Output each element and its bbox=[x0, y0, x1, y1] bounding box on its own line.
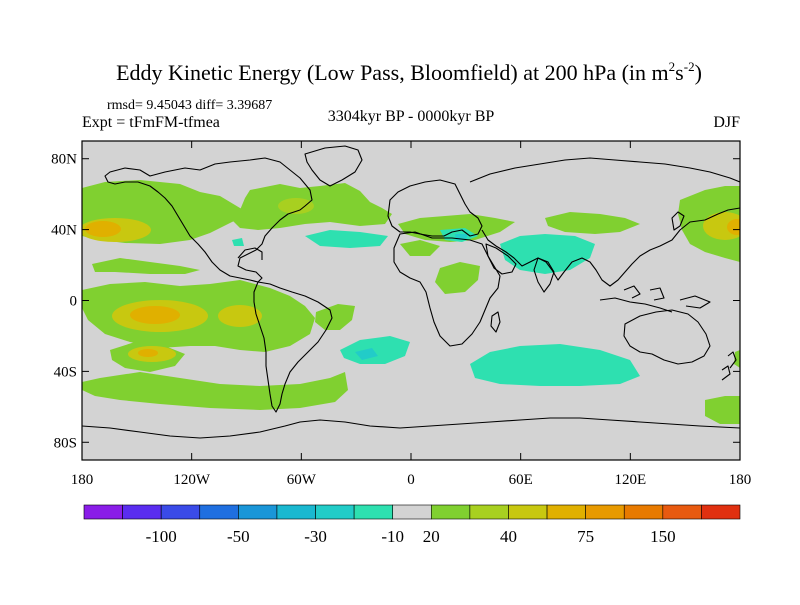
lon-tick-label: 180 bbox=[71, 472, 94, 488]
colorbar-label: -10 bbox=[381, 527, 404, 546]
anomaly-region bbox=[435, 262, 480, 294]
coastline-new-zealand bbox=[721, 351, 737, 381]
coastline-madagascar bbox=[490, 311, 501, 333]
anomaly-core bbox=[278, 198, 314, 214]
anomaly-fields bbox=[82, 145, 740, 439]
colorbar-label: -50 bbox=[227, 527, 250, 546]
coastline-asia bbox=[469, 157, 740, 287]
anomaly-core bbox=[85, 221, 121, 237]
coastline-japan bbox=[671, 211, 685, 231]
colorbar-swatch bbox=[508, 504, 548, 520]
coastline-africa bbox=[393, 231, 501, 347]
lon-tick-label: 180 bbox=[729, 472, 752, 488]
season-label: DJF bbox=[713, 114, 740, 131]
lon-tick-label: 60W bbox=[287, 472, 317, 488]
anomaly-region bbox=[315, 304, 355, 330]
colorbar-swatch bbox=[546, 504, 586, 520]
colorbar-label: 40 bbox=[500, 527, 517, 546]
colorbar-swatch bbox=[199, 504, 239, 520]
colorbar-swatch bbox=[83, 504, 123, 520]
lon-tick-label: 60E bbox=[509, 472, 533, 488]
colorbar-swatch bbox=[238, 504, 278, 520]
colorbar-label: -30 bbox=[304, 527, 327, 546]
lon-tick-label: 120W bbox=[173, 472, 211, 488]
anomaly-region bbox=[82, 372, 348, 410]
coastline-greenland bbox=[304, 145, 363, 187]
anomaly-region bbox=[92, 258, 200, 274]
colorbar-swatch bbox=[701, 504, 741, 520]
anomaly-region bbox=[705, 396, 740, 424]
stats-text: rmsd= 9.45043 diff= 3.39687 bbox=[107, 98, 272, 113]
anomaly-region bbox=[545, 212, 640, 234]
coastline-south-america bbox=[253, 281, 333, 413]
lon-tick-label: 0 bbox=[407, 472, 415, 488]
strong-positive-cores bbox=[82, 198, 740, 362]
colorbar-label: -100 bbox=[146, 527, 177, 546]
colorbar-swatch bbox=[353, 504, 394, 520]
coastline-australia bbox=[623, 309, 711, 365]
coastline-antarctica bbox=[82, 417, 740, 439]
anomaly-region bbox=[305, 230, 388, 248]
anomaly-region bbox=[734, 350, 740, 368]
anomaly-region bbox=[470, 344, 640, 386]
colorbar-swatch bbox=[469, 504, 509, 520]
colorbar-swatch bbox=[623, 504, 664, 520]
anomaly-core bbox=[130, 306, 180, 324]
anomaly-region bbox=[400, 240, 440, 256]
map-panel: 80N 40N 0 40S 80S 180 120W 60W 0 60E 120E 180 bbox=[51, 140, 752, 488]
colorbar: -100 -50 -30 -10 20 40 75 150 bbox=[83, 504, 741, 546]
figure-title: Eddy Kinetic Energy (Low Pass, Bloomfiel… bbox=[116, 59, 702, 85]
positive-anomaly-regions bbox=[82, 180, 740, 424]
anomaly-core bbox=[727, 219, 740, 235]
coastline-europe bbox=[387, 179, 483, 237]
colorbar-swatch bbox=[392, 504, 432, 520]
colorbar-swatch bbox=[430, 504, 471, 520]
anomaly-region bbox=[232, 238, 244, 246]
lat-tick-label: 80S bbox=[54, 435, 77, 451]
colorbar-swatch bbox=[315, 504, 355, 520]
colorbar-swatch bbox=[585, 504, 625, 520]
anomaly-core bbox=[355, 348, 378, 360]
anomaly-region bbox=[340, 336, 410, 364]
colorbar-swatch bbox=[276, 504, 316, 520]
coastline-gulf bbox=[237, 247, 263, 260]
colorbar-swatch bbox=[662, 504, 702, 520]
longitude-axis: 180 120W 60W 0 60E 120E 180 bbox=[71, 141, 752, 488]
coastlines bbox=[82, 145, 740, 439]
lat-tick-label: 80N bbox=[51, 152, 77, 168]
latitude-axis: 80N 40N 0 40S 80S bbox=[51, 152, 740, 451]
lat-tick-label: 0 bbox=[70, 294, 78, 310]
anomaly-core bbox=[218, 305, 262, 327]
anomaly-region bbox=[500, 234, 595, 274]
colorbar-label: 150 bbox=[650, 527, 676, 546]
colorbar-label: 75 bbox=[577, 527, 594, 546]
coastline-india bbox=[533, 257, 555, 293]
lat-tick-label: 40N bbox=[51, 223, 77, 239]
period-label: 3304kyr BP - 0000kyr BP bbox=[328, 108, 495, 125]
colorbar-swatch bbox=[160, 504, 201, 520]
experiment-label: Expt = tFmFM-tfmea bbox=[82, 114, 220, 131]
coastline-arabia bbox=[485, 243, 517, 275]
colorbar-swatch bbox=[122, 504, 162, 520]
anomaly-core bbox=[138, 349, 158, 357]
coastline-indonesia bbox=[599, 285, 711, 313]
colorbar-label: 20 bbox=[423, 527, 440, 546]
coastline-north-america bbox=[104, 157, 313, 283]
lat-tick-label: 40S bbox=[54, 364, 77, 380]
lon-tick-label: 120E bbox=[614, 472, 646, 488]
